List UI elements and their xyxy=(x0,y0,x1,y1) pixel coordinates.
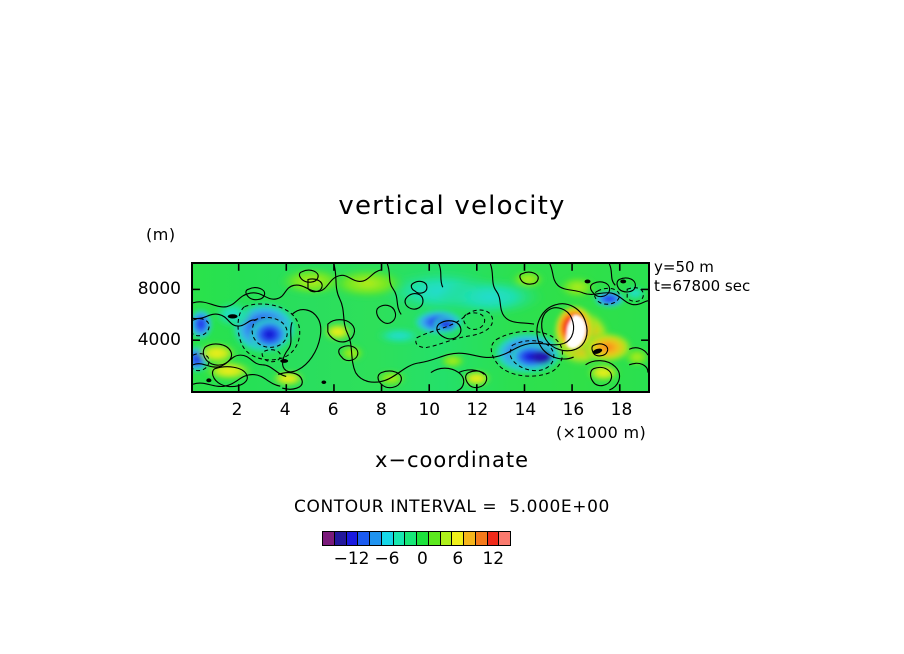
chart-title: vertical velocity xyxy=(338,191,566,221)
y-tick-label-4000: 4000 xyxy=(137,330,181,350)
colorbar-swatch-2 xyxy=(346,532,359,545)
colorbar-swatch-11 xyxy=(452,532,464,545)
x-tick-label-2: 2 xyxy=(231,400,243,420)
colorbar-swatch-12 xyxy=(464,532,476,545)
x-axis-unit-label: (×1000 m) xyxy=(556,423,646,442)
colorbar-swatch-9 xyxy=(428,532,441,545)
frame-ticks-right xyxy=(641,288,648,341)
contour-plot-panel xyxy=(191,262,650,393)
annotation-y-level: y=50 m xyxy=(654,258,714,276)
x-tick-label-8: 8 xyxy=(375,400,387,420)
x-tick-label-18: 18 xyxy=(610,400,633,420)
x-axis-title: x−coordinate xyxy=(374,448,530,472)
colorbar-swatch-0 xyxy=(323,532,335,545)
colorbar-swatch-6 xyxy=(393,532,406,545)
y-tick-label-8000: 8000 xyxy=(137,279,181,299)
x-tick-label-6: 6 xyxy=(327,400,339,420)
x-tick-label-10: 10 xyxy=(418,400,441,420)
colorbar-swatch-4 xyxy=(370,532,382,545)
contour-lines-dashed xyxy=(193,287,644,377)
x-tick-label-14: 14 xyxy=(514,400,537,420)
x-tick-label-4: 4 xyxy=(279,400,291,420)
contour-interval-caption: CONTOUR INTERVAL = 5.000E+00 xyxy=(294,497,610,517)
colorbar-swatch-5 xyxy=(381,532,394,545)
colorbar xyxy=(322,531,511,546)
colorbar-swatch-13 xyxy=(475,532,488,545)
colorbar-label-4: 12 xyxy=(482,549,505,569)
x-tick-label-16: 16 xyxy=(562,400,585,420)
vertical-velocity-field xyxy=(193,264,648,391)
colorbar-label-0: −12 xyxy=(333,549,370,569)
colorbar-swatch-14 xyxy=(487,532,500,545)
contour-lines-solid xyxy=(193,264,648,391)
colorbar-swatch-10 xyxy=(440,532,453,545)
plot-annotations: y=50 m t=67800 sec xyxy=(654,258,750,296)
frame-ticks-left xyxy=(193,288,200,341)
colorbar-swatch-15 xyxy=(499,532,510,545)
colorbar-swatch-1 xyxy=(334,532,347,545)
x-tick-label-12: 12 xyxy=(466,400,489,420)
y-axis-unit-label: (m) xyxy=(146,225,176,244)
frame-ticks xyxy=(193,264,648,391)
colorbar-label-3: 6 xyxy=(452,549,464,569)
colorbar-label-1: −6 xyxy=(374,549,400,569)
colorbar-swatch-3 xyxy=(358,532,370,545)
colorbar-tick-labels: −12 −6 0 6 12 xyxy=(322,549,511,571)
annotation-time: t=67800 sec xyxy=(654,277,751,295)
colorbar-swatch-7 xyxy=(405,532,417,545)
field-colors xyxy=(193,264,648,391)
colorbar-swatch-8 xyxy=(417,532,429,545)
extremum-markers xyxy=(206,279,627,385)
colorbar-label-2: 0 xyxy=(416,549,428,569)
frame-ticks-bottom xyxy=(237,384,621,391)
frame-ticks-top xyxy=(237,264,621,271)
